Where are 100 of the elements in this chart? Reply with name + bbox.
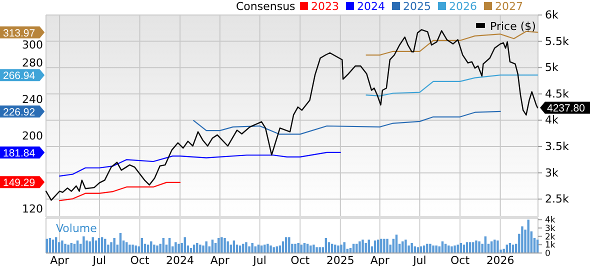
bar [410, 243, 413, 253]
bar [61, 240, 64, 253]
y-tick-label: 200 [22, 130, 43, 143]
line-series [59, 152, 341, 177]
bar [294, 244, 296, 253]
chart-title: Volume [56, 222, 98, 235]
line-series [193, 110, 501, 135]
legend-label: 2024 [357, 0, 385, 13]
text: 266.94 [3, 70, 36, 82]
bar [245, 242, 248, 253]
legend-label: 2027 [495, 0, 523, 13]
bar [386, 238, 388, 253]
x-tick-label: Jul [412, 254, 426, 266]
bar [156, 246, 158, 253]
bar [205, 241, 208, 253]
bar [67, 244, 70, 253]
text: 149.29 [3, 177, 36, 190]
bar [404, 240, 407, 253]
x-tick-label: 2026 [486, 254, 514, 266]
bar [82, 236, 85, 253]
y-tick-label: 2k [545, 232, 556, 242]
bar [88, 241, 91, 253]
x-tick-label: Apr [210, 254, 230, 266]
bar [153, 244, 156, 253]
bar [178, 244, 180, 253]
bar [383, 238, 386, 253]
x-tick-label: Jul [92, 254, 106, 266]
y2-tick-label: 5k [545, 61, 559, 74]
bar [502, 248, 505, 253]
bar [248, 246, 250, 253]
bar [128, 244, 131, 253]
bar [496, 240, 499, 253]
x-tick-label: 2025 [326, 254, 354, 266]
bar [316, 247, 318, 253]
bar [358, 241, 361, 253]
x-tick-label: Oct [450, 254, 470, 266]
bar [113, 238, 116, 253]
bar [202, 246, 204, 253]
bar [450, 246, 453, 253]
y-tick-label: 3k [545, 224, 556, 234]
bar [288, 237, 290, 253]
bar [318, 247, 321, 253]
bar [220, 237, 223, 253]
y-tick-label: 300 [22, 38, 43, 52]
text: 313.97 [3, 27, 36, 40]
bar [380, 238, 382, 253]
text: 226.92 [3, 106, 36, 119]
bar [334, 244, 336, 253]
bar [432, 246, 434, 253]
bar [199, 244, 202, 253]
bar [270, 246, 272, 253]
bar [110, 242, 112, 253]
line-series [366, 74, 538, 97]
bar [527, 220, 530, 253]
legend-title: Consensus [236, 0, 296, 13]
bar [472, 242, 474, 253]
x-tick-label: Apr [370, 254, 390, 266]
y2-tick-label: 4.5k [545, 87, 570, 100]
legend-label: 2026 [449, 0, 477, 13]
y-tick-label: 0 [545, 249, 550, 259]
y-tick-label: 240 [22, 93, 43, 106]
bar [242, 244, 244, 253]
bar [132, 244, 134, 253]
data-label: 4237.80 [547, 102, 586, 115]
bar [426, 244, 428, 253]
y2-tick-label: 3.5k [545, 140, 570, 154]
bar [226, 241, 229, 253]
y2-tick-label: 2.5k [545, 192, 570, 206]
y2-tick-label: 5.5k [545, 34, 570, 48]
bar [64, 244, 66, 253]
bar [456, 244, 459, 253]
x-tick-label: Apr [50, 254, 70, 266]
x-tick-label: Oct [290, 254, 310, 266]
x-tick-label: Oct [130, 254, 150, 266]
bar [364, 243, 367, 253]
y-tick-label: 120 [22, 202, 43, 216]
bar [475, 240, 478, 253]
x-tick-label: Jul [252, 254, 266, 266]
bar [454, 246, 456, 253]
bar [521, 226, 524, 253]
bar [478, 241, 480, 253]
bar [266, 244, 269, 253]
x-tick-label: 2024 [166, 254, 194, 266]
y-tick-label: 1k [545, 240, 556, 251]
legend-label: 2023 [311, 0, 339, 13]
text: 181.84 [3, 148, 36, 160]
bar [134, 246, 137, 253]
legend-label: 2025 [403, 0, 431, 13]
bar [174, 242, 177, 253]
line-series [59, 182, 181, 202]
line-series [366, 30, 538, 56]
bar [362, 240, 364, 253]
bar [312, 244, 315, 253]
bar [86, 240, 88, 253]
bar [272, 247, 275, 253]
bar [337, 246, 340, 253]
bar [429, 244, 432, 253]
y-tick-label: 280 [22, 56, 43, 70]
legend-label: Price ($) [490, 20, 536, 33]
bar [224, 238, 226, 253]
